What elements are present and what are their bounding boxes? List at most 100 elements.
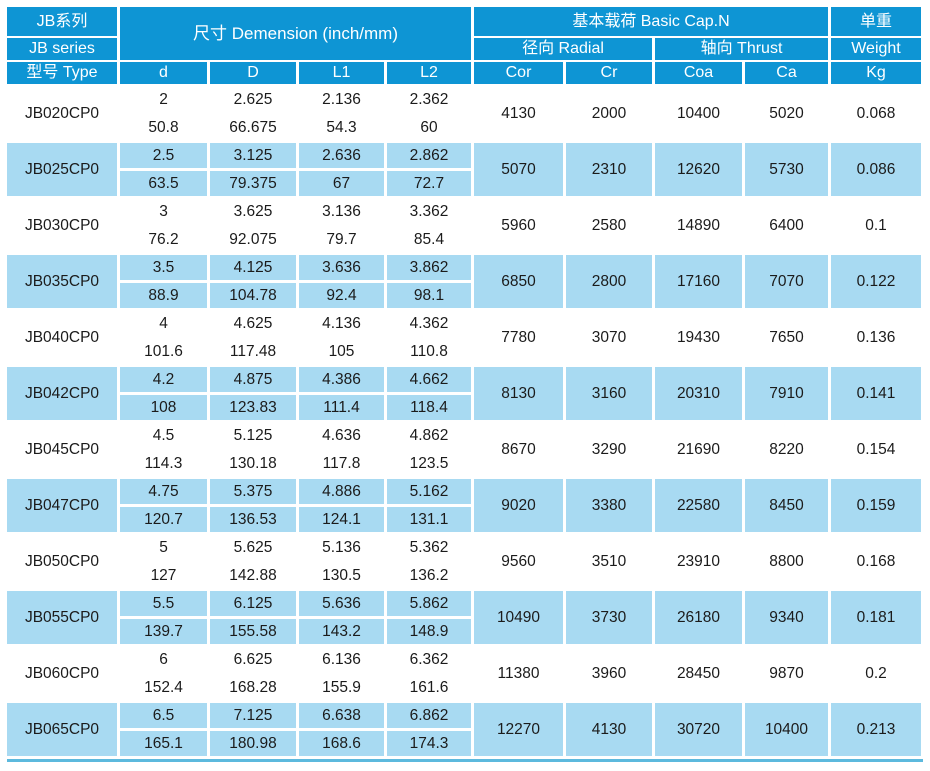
D-mm-cell: 79.375 <box>210 171 296 196</box>
D-mm-cell: 168.28 <box>210 675 296 700</box>
coa-cell: 23910 <box>655 535 742 588</box>
d-mm-cell: 152.4 <box>120 675 207 700</box>
series-label-en: JB series <box>7 38 117 60</box>
cor-cell: 8130 <box>474 367 563 420</box>
ca-cell: 9870 <box>745 647 828 700</box>
L1-mm-cell: 92.4 <box>299 283 384 308</box>
cr-cell: 2000 <box>566 87 652 140</box>
coa-cell: 28450 <box>655 647 742 700</box>
d-inch-cell: 5 <box>120 535 207 560</box>
coa-cell: 21690 <box>655 423 742 476</box>
L1-inch-cell: 4.636 <box>299 423 384 448</box>
kg-cell: 0.141 <box>831 367 921 420</box>
d-inch-cell: 4 <box>120 311 207 336</box>
ca-cell: 8800 <box>745 535 828 588</box>
coa-cell: 26180 <box>655 591 742 644</box>
cr-cell: 3290 <box>566 423 652 476</box>
ca-cell: 7910 <box>745 367 828 420</box>
d-mm-cell: 101.6 <box>120 339 207 364</box>
D-inch-cell: 2.625 <box>210 87 296 112</box>
column-header-L1: L1 <box>299 62 384 84</box>
coa-cell: 19430 <box>655 311 742 364</box>
table-bottom-border <box>7 759 923 762</box>
L1-mm-cell: 54.3 <box>299 115 384 140</box>
kg-cell: 0.122 <box>831 255 921 308</box>
L1-inch-cell: 5.136 <box>299 535 384 560</box>
L2-inch-cell: 2.862 <box>387 143 471 168</box>
series-label-zh: JB系列 <box>7 7 117 36</box>
table-row: JB065CP0 6.5 165.1 7.125 180.98 6.638 16… <box>7 703 923 756</box>
d-inch-cell: 2.5 <box>120 143 207 168</box>
cr-cell: 3070 <box>566 311 652 364</box>
L1-inch-cell: 6.638 <box>299 703 384 728</box>
kg-cell: 0.181 <box>831 591 921 644</box>
column-header-D: D <box>210 62 296 84</box>
D-mm-cell: 155.58 <box>210 619 296 644</box>
L1-inch-cell: 4.136 <box>299 311 384 336</box>
L1-inch-cell: 2.136 <box>299 87 384 112</box>
L2-mm-cell: 131.1 <box>387 507 471 532</box>
table-row: JB042CP0 4.2 108 4.875 123.83 4.386 111.… <box>7 367 923 420</box>
cr-cell: 2800 <box>566 255 652 308</box>
table-row: JB040CP0 4 101.6 4.625 117.48 4.136 105 … <box>7 311 923 364</box>
L1-inch-cell: 3.136 <box>299 199 384 224</box>
L2-mm-cell: 110.8 <box>387 339 471 364</box>
table-row: JB045CP0 4.5 114.3 5.125 130.18 4.636 11… <box>7 423 923 476</box>
D-mm-cell: 142.88 <box>210 563 296 588</box>
D-inch-cell: 3.125 <box>210 143 296 168</box>
L2-mm-cell: 72.7 <box>387 171 471 196</box>
L2-mm-cell: 98.1 <box>387 283 471 308</box>
L2-inch-cell: 5.862 <box>387 591 471 616</box>
coa-cell: 20310 <box>655 367 742 420</box>
cr-cell: 3510 <box>566 535 652 588</box>
model-cell: JB045CP0 <box>7 423 117 476</box>
cor-cell: 9560 <box>474 535 563 588</box>
L2-mm-cell: 123.5 <box>387 451 471 476</box>
L1-inch-cell: 2.636 <box>299 143 384 168</box>
d-inch-cell: 6 <box>120 647 207 672</box>
d-mm-cell: 139.7 <box>120 619 207 644</box>
D-inch-cell: 5.125 <box>210 423 296 448</box>
dimension-group-header: 尺寸 Demension (inch/mm) <box>120 7 471 60</box>
L1-inch-cell: 4.886 <box>299 479 384 504</box>
d-inch-cell: 4.75 <box>120 479 207 504</box>
coa-cell: 10400 <box>655 87 742 140</box>
column-header-d: d <box>120 62 207 84</box>
d-inch-cell: 3 <box>120 199 207 224</box>
coa-cell: 30720 <box>655 703 742 756</box>
column-header-L2: L2 <box>387 62 471 84</box>
D-mm-cell: 123.83 <box>210 395 296 420</box>
L2-mm-cell: 60 <box>387 115 471 140</box>
L2-inch-cell: 6.362 <box>387 647 471 672</box>
L1-mm-cell: 168.6 <box>299 731 384 756</box>
ca-cell: 8450 <box>745 479 828 532</box>
L2-mm-cell: 161.6 <box>387 675 471 700</box>
cr-cell: 3730 <box>566 591 652 644</box>
table-row: JB030CP0 3 76.2 3.625 92.075 3.136 79.7 … <box>7 199 923 252</box>
cr-cell: 3380 <box>566 479 652 532</box>
d-inch-cell: 5.5 <box>120 591 207 616</box>
d-mm-cell: 76.2 <box>120 227 207 252</box>
model-cell: JB040CP0 <box>7 311 117 364</box>
D-mm-cell: 104.78 <box>210 283 296 308</box>
L1-inch-cell: 6.136 <box>299 647 384 672</box>
L1-mm-cell: 143.2 <box>299 619 384 644</box>
coa-cell: 14890 <box>655 199 742 252</box>
D-mm-cell: 117.48 <box>210 339 296 364</box>
L2-mm-cell: 118.4 <box>387 395 471 420</box>
L1-mm-cell: 155.9 <box>299 675 384 700</box>
L1-mm-cell: 124.1 <box>299 507 384 532</box>
D-mm-cell: 180.98 <box>210 731 296 756</box>
table-row: JB050CP0 5 127 5.625 142.88 5.136 130.5 … <box>7 535 923 588</box>
cr-cell: 4130 <box>566 703 652 756</box>
D-mm-cell: 92.075 <box>210 227 296 252</box>
d-mm-cell: 63.5 <box>120 171 207 196</box>
kg-cell: 0.068 <box>831 87 921 140</box>
table-row: JB025CP0 2.5 63.5 3.125 79.375 2.636 67 … <box>7 143 923 196</box>
cor-cell: 7780 <box>474 311 563 364</box>
kg-cell: 0.086 <box>831 143 921 196</box>
weight-header-zh: 单重 <box>831 7 921 36</box>
cor-cell: 5070 <box>474 143 563 196</box>
L2-inch-cell: 5.362 <box>387 535 471 560</box>
basic-cap-group-header: 基本载荷 Basic Cap.N <box>474 7 828 36</box>
